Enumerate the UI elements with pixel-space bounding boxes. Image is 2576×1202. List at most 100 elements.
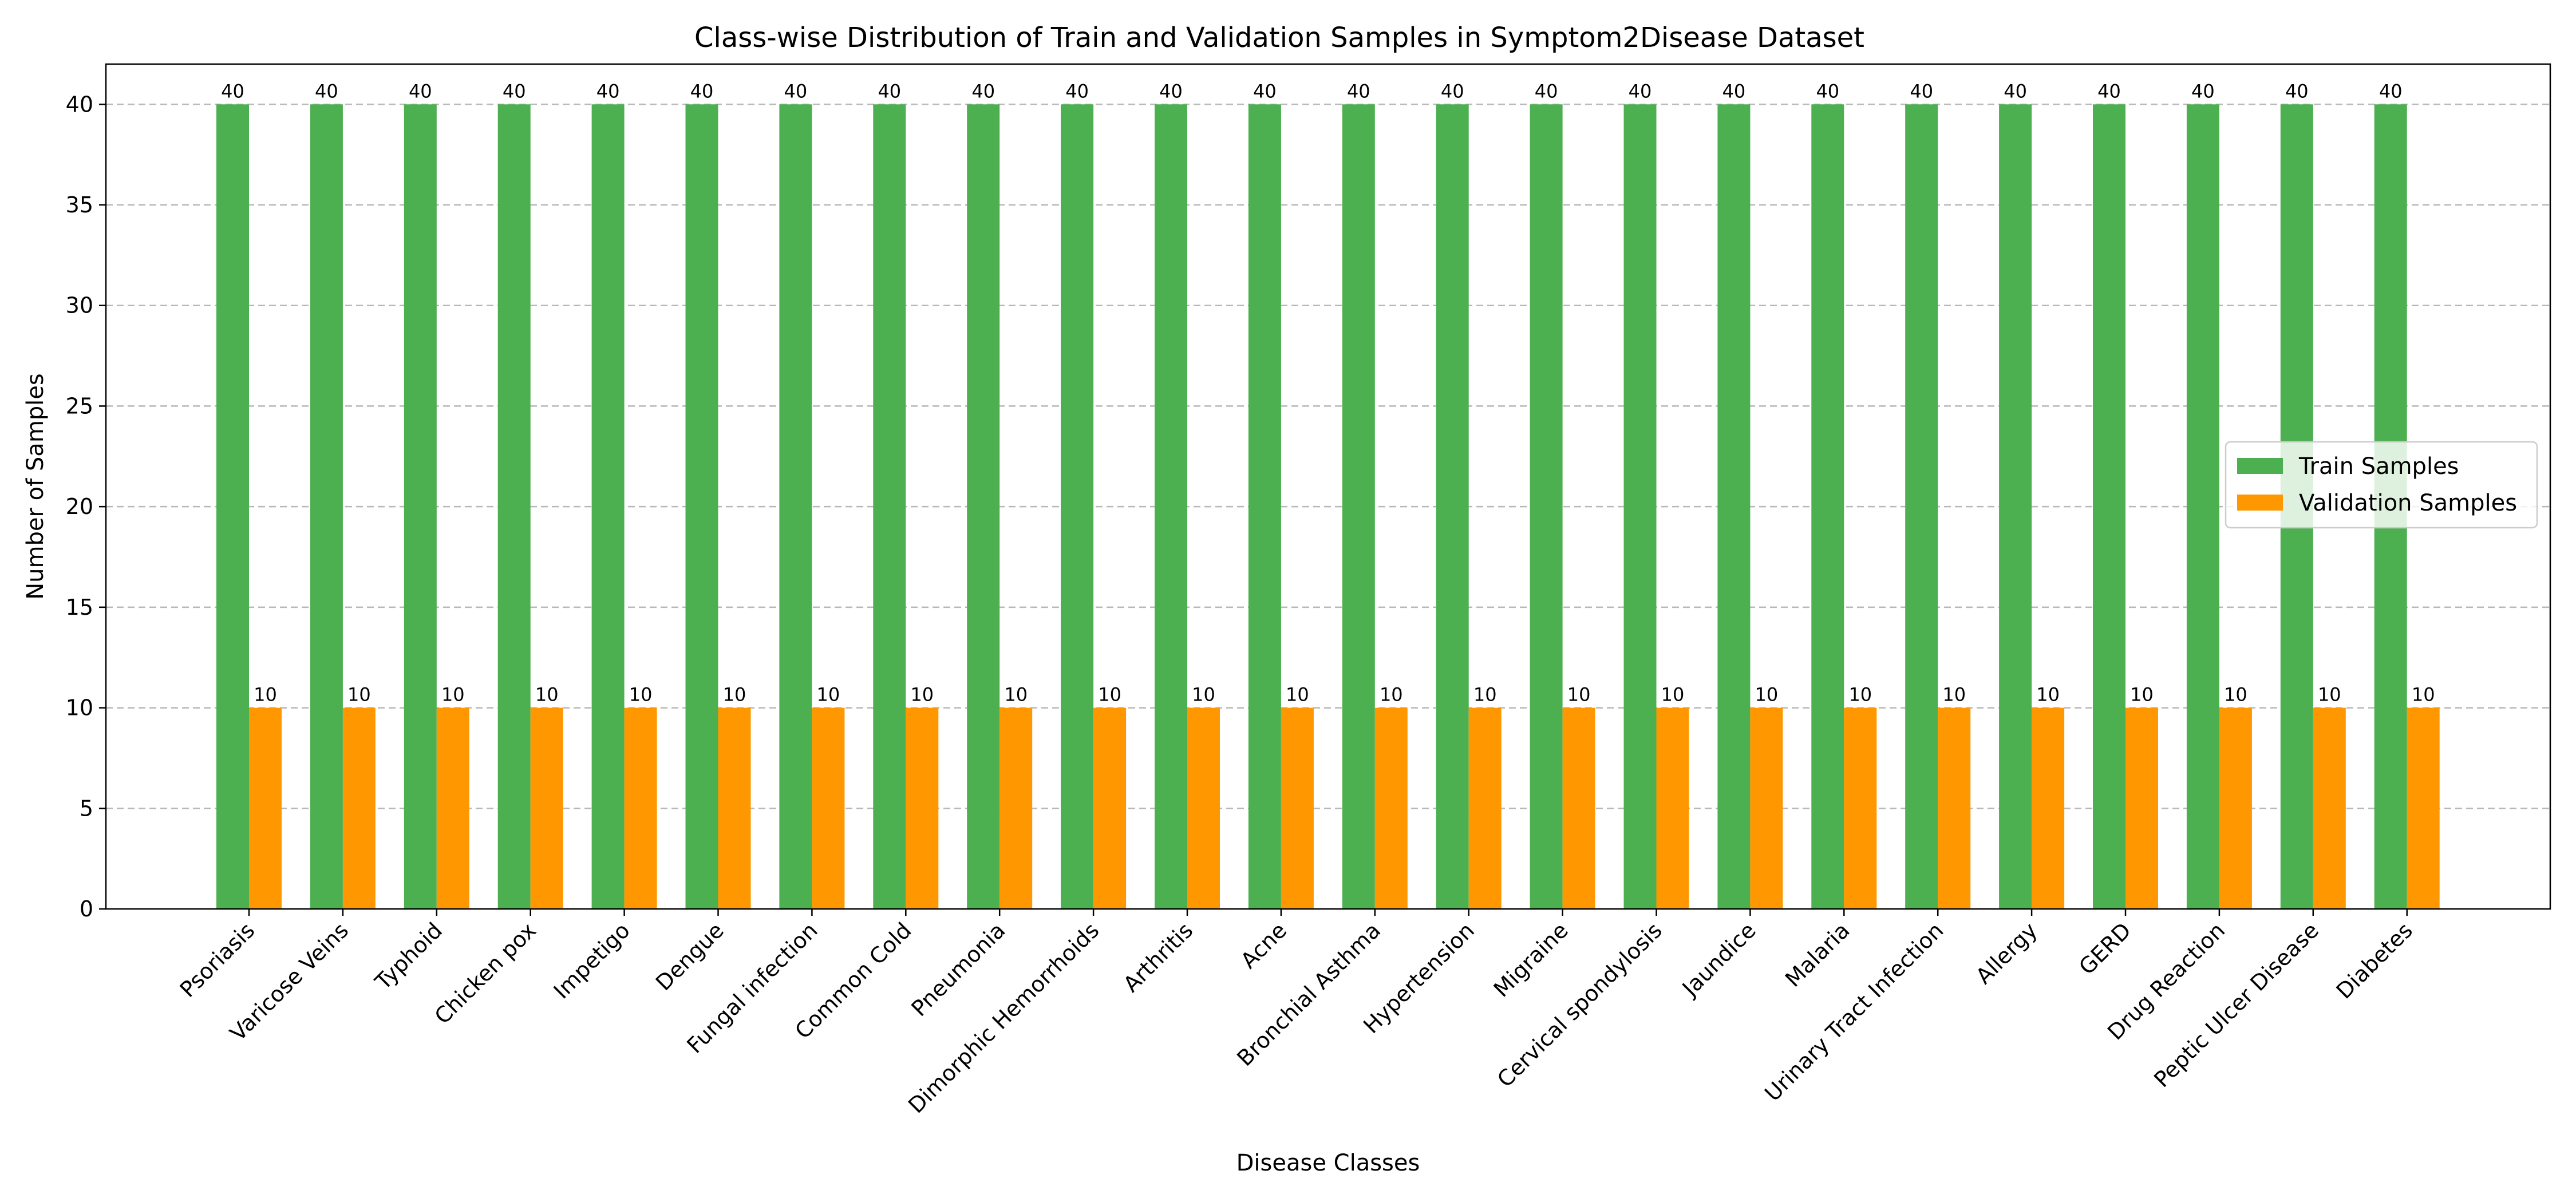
train-bar-label: 40: [2004, 80, 2027, 102]
x-tick-label: Psoriasis: [175, 918, 260, 1002]
train-bar-label: 40: [1535, 80, 1558, 102]
validation-bar-label: 10: [1661, 684, 1685, 706]
train-bar: [873, 104, 906, 909]
x-tick-label: Dimorphic Hemorrhoids: [903, 918, 1104, 1118]
x-tick-label: Migraine: [1489, 918, 1573, 1002]
train-bar: [216, 104, 249, 909]
validation-bar-label: 10: [2036, 684, 2060, 706]
train-bar: [1061, 104, 1094, 909]
validation-bar-label: 10: [1192, 684, 1215, 706]
x-tick-label: Dengue: [651, 918, 729, 995]
train-bar-label: 40: [596, 80, 620, 102]
y-tick-label: 30: [66, 293, 93, 318]
train-bar: [1905, 104, 1938, 909]
validation-bar-label: 10: [1755, 684, 1779, 706]
validation-bar: [1374, 707, 1408, 909]
validation-bar-label: 10: [535, 684, 559, 706]
train-bar: [1811, 104, 1844, 909]
validation-bar: [249, 707, 282, 909]
chart-title: Class-wise Distribution of Train and Val…: [694, 22, 1864, 54]
x-tick-label: Typhoid: [370, 918, 447, 995]
validation-bar: [2407, 707, 2440, 909]
validation-bar: [2219, 707, 2252, 909]
train-bar: [2093, 104, 2125, 909]
x-tick-label: Jaundice: [1677, 918, 1761, 1002]
validation-bar-label: 10: [1004, 684, 1028, 706]
legend: Train Samples Validation Samples: [2225, 441, 2538, 529]
train-bar: [1623, 104, 1657, 909]
validation-bar: [2032, 707, 2065, 909]
data-labels: 40 10 40 10 40 10 40 10 40 10 40 10 40 10 40 10 40 10 40 10…: [221, 80, 2435, 705]
y-tick-label: 35: [66, 192, 93, 218]
x-axis-label: Disease Classes: [1236, 1150, 1420, 1176]
train-bar-label: 40: [1629, 80, 1652, 102]
validation-bar: [1093, 707, 1127, 909]
y-tick-label: 20: [66, 494, 93, 519]
train-bar-label: 40: [971, 80, 995, 102]
y-tick-label: 5: [80, 796, 93, 821]
validation-bar: [999, 707, 1033, 909]
validation-bar-label: 10: [817, 684, 840, 706]
train-bar-label: 40: [221, 80, 244, 102]
train-bar: [497, 104, 531, 909]
train-bar: [779, 104, 812, 909]
train-bar: [1342, 104, 1375, 909]
validation-bar-label: 10: [1567, 684, 1591, 706]
validation-bar: [624, 707, 657, 909]
y-tick-label: 15: [66, 595, 93, 620]
x-tick-label: Urinary Tract Infection: [1760, 918, 1948, 1106]
validation-bar: [1187, 707, 1220, 909]
validation-bar-label: 10: [2130, 684, 2154, 706]
train-bar: [685, 104, 718, 909]
train-bar: [310, 104, 343, 909]
validation-bar-label: 10: [254, 684, 277, 706]
validation-bar: [1656, 707, 1689, 909]
train-bar-label: 40: [2097, 80, 2121, 102]
legend-swatch: [2237, 495, 2283, 511]
train-bar: [967, 104, 1000, 909]
validation-bar-label: 10: [1380, 684, 1403, 706]
validation-bar: [812, 707, 845, 909]
legend-label: Validation Samples: [2299, 490, 2517, 516]
train-bar-label: 40: [690, 80, 714, 102]
validation-bar: [718, 707, 751, 909]
validation-bar-label: 10: [2224, 684, 2247, 706]
legend-box: [2225, 441, 2538, 529]
x-tick-label: Malaria: [1780, 918, 1855, 992]
train-bar-label: 40: [1441, 80, 1464, 102]
x-tick-label: Allergy: [1971, 918, 2042, 989]
train-bar-label: 40: [1910, 80, 1933, 102]
train-bar-label: 40: [409, 80, 432, 102]
train-bar-label: 40: [315, 80, 338, 102]
train-bar: [1436, 104, 1469, 909]
validation-bar-label: 10: [1848, 684, 1872, 706]
x-tick-label: Pneumonia: [907, 918, 1010, 1021]
train-bar: [404, 104, 437, 909]
train-bar-label: 40: [1253, 80, 1277, 102]
train-bar-label: 40: [1816, 80, 1839, 102]
train-bar-label: 40: [878, 80, 901, 102]
validation-bar: [1750, 707, 1783, 909]
validation-bar: [1938, 707, 1971, 909]
y-tick-label: 10: [66, 695, 93, 721]
train-bar: [1530, 104, 1563, 909]
validation-bar: [1468, 707, 1502, 909]
train-bar: [1248, 104, 1281, 909]
validation-bar-label: 10: [2318, 684, 2341, 706]
train-bar-label: 40: [1722, 80, 1746, 102]
validation-bar-label: 10: [1098, 684, 1121, 706]
validation-bar-label: 10: [441, 684, 465, 706]
grid-lines: [106, 104, 2550, 809]
x-tick-label: GERD: [2074, 918, 2136, 979]
legend-swatch: [2237, 458, 2283, 474]
validation-bar-label: 10: [2412, 684, 2435, 706]
validation-bar: [906, 707, 939, 909]
validation-bar: [2125, 707, 2158, 909]
validation-bar: [1562, 707, 1595, 909]
validation-bar-label: 10: [347, 684, 371, 706]
x-tick-label: Peptic Ulcer Disease: [2149, 918, 2324, 1092]
validation-bar: [342, 707, 376, 909]
